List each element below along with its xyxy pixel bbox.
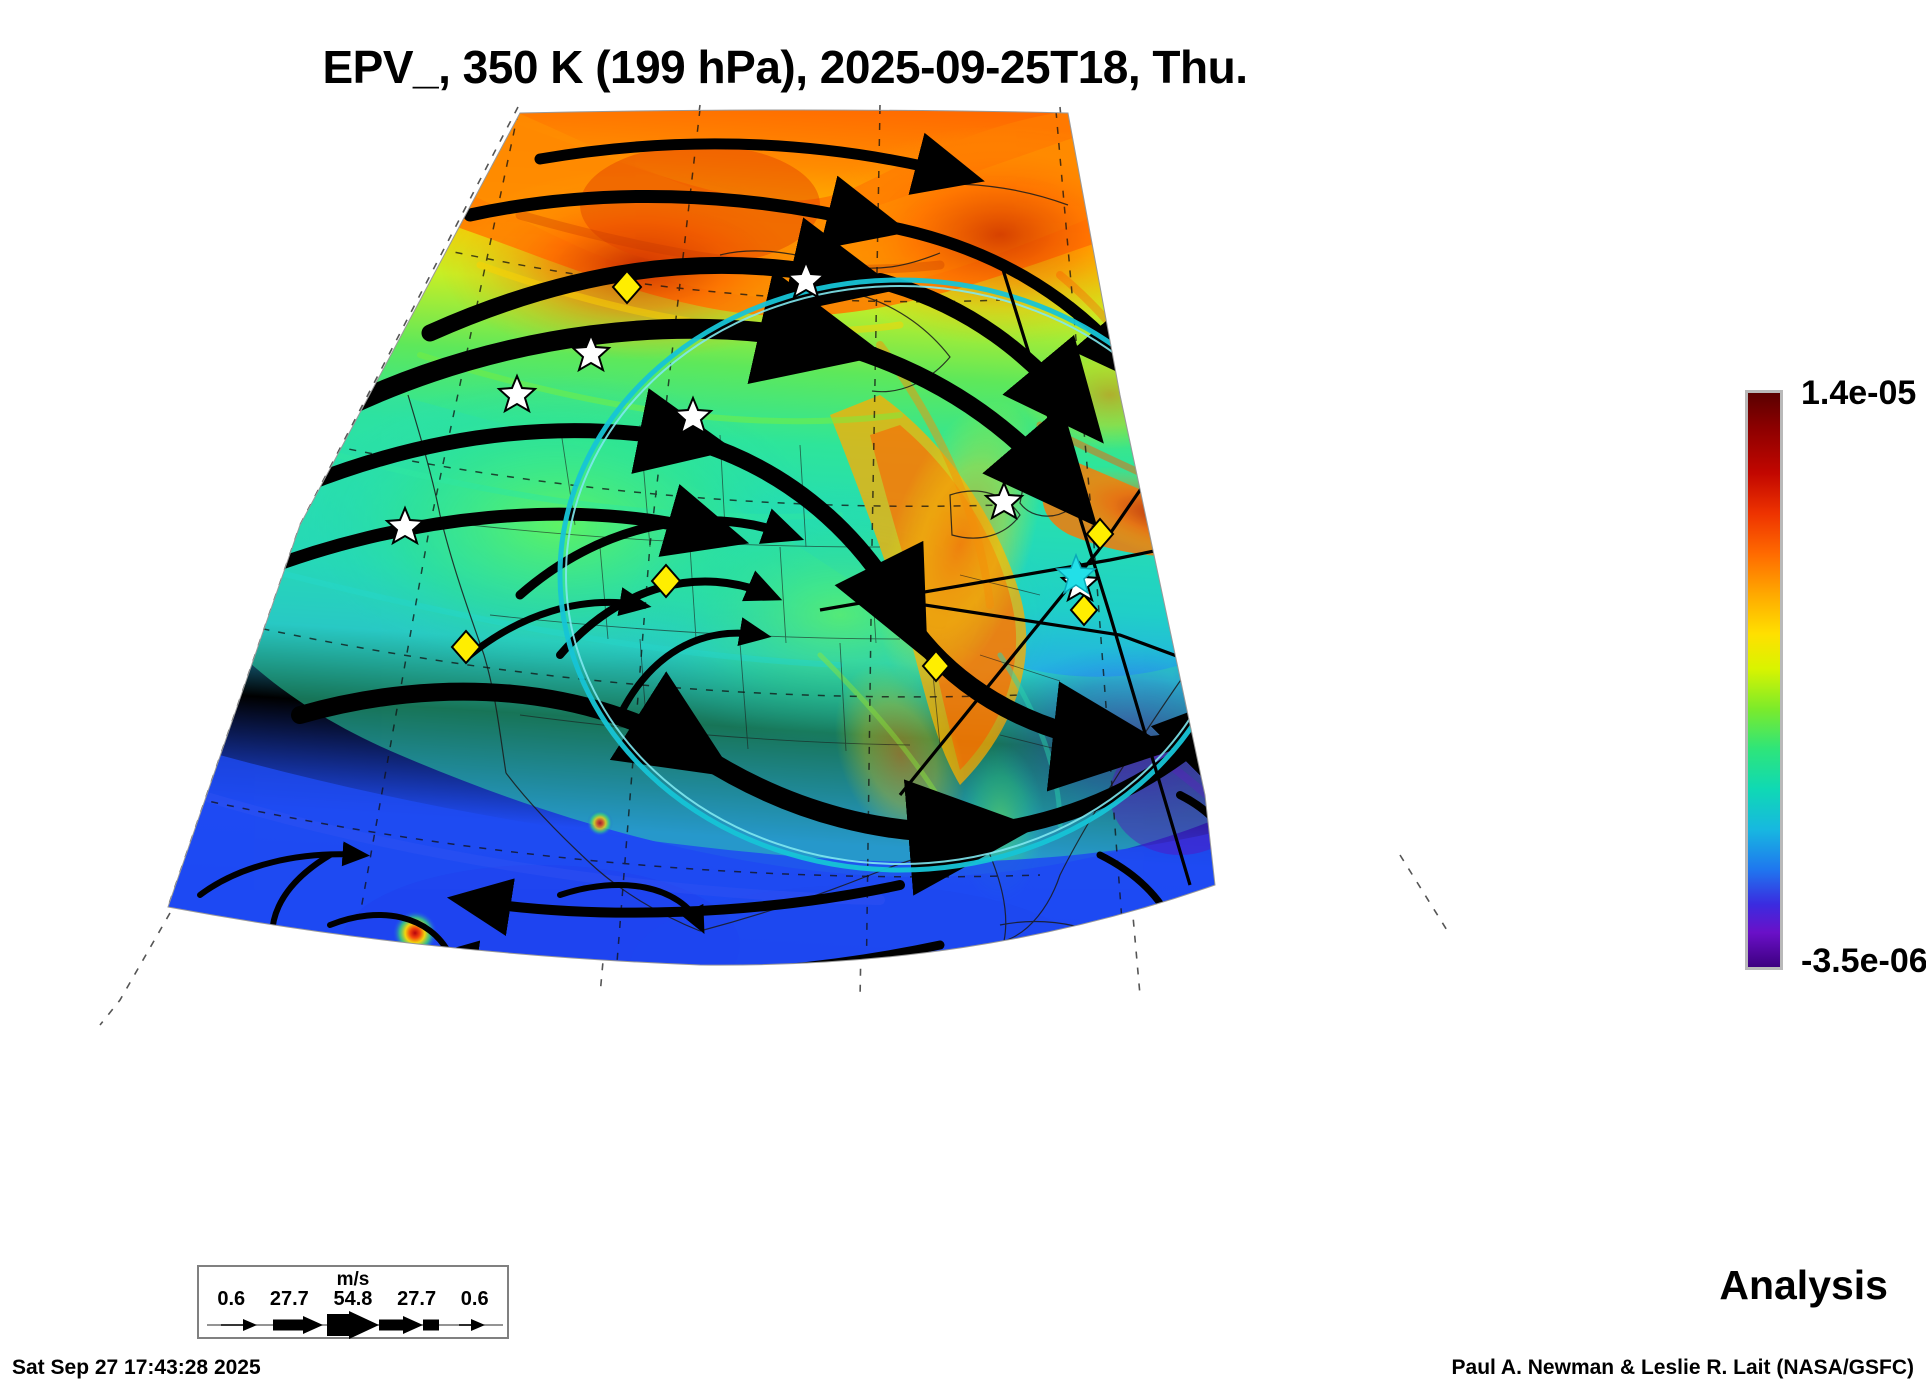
colorbar-max-label: 1.4e-05 [1801, 374, 1917, 412]
windspeed-tick-labels: 0.6 27.7 54.8 27.7 0.6 [199, 1288, 507, 1311]
windspeed-legend: m/s 0.6 27.7 54.8 27.7 0.6 [197, 1265, 509, 1339]
map-panel[interactable] [0, 95, 1580, 1225]
windspeed-tick-1: 27.7 [269, 1288, 309, 1310]
range-circle-overlay [557, 277, 1215, 873]
marker-yellow-diamond[interactable] [450, 269, 1115, 683]
colorbar[interactable]: 1.4e-05 -3.5e-06 [1745, 374, 1926, 990]
epv-field-raster [168, 110, 1215, 966]
station-markers-layer[interactable] [384, 259, 1209, 683]
windspeed-tick-3: 27.7 [397, 1288, 437, 1310]
epv-heatmap-figure[interactable] [0, 95, 1580, 1225]
marker-white-star[interactable] [384, 259, 1209, 603]
colorbar-gradient[interactable] [1745, 390, 1783, 970]
marker-cyan-star[interactable] [1055, 552, 1097, 595]
windspeed-units-label: m/s [336, 1269, 370, 1290]
windspeed-tick-2: 54.8 [333, 1288, 373, 1310]
windspeed-arrow-scale [207, 1311, 503, 1339]
windspeed-tick-0: 0.6 [217, 1288, 246, 1310]
colorbar-min-label: -3.5e-06 [1801, 942, 1926, 980]
windspeed-tick-4: 0.6 [460, 1288, 489, 1310]
map-domain-border [167, 109, 1216, 966]
author-credit: Paul A. Newman & Leslie R. Lait (NASA/GS… [1451, 1356, 1914, 1379]
analysis-label: Analysis [1719, 1262, 1888, 1308]
page-title: EPV_, 350 K (199 hPa), 2025-09-25T18, Th… [322, 41, 1248, 93]
generation-timestamp: Sat Sep 27 17:43:28 2025 [12, 1356, 261, 1379]
